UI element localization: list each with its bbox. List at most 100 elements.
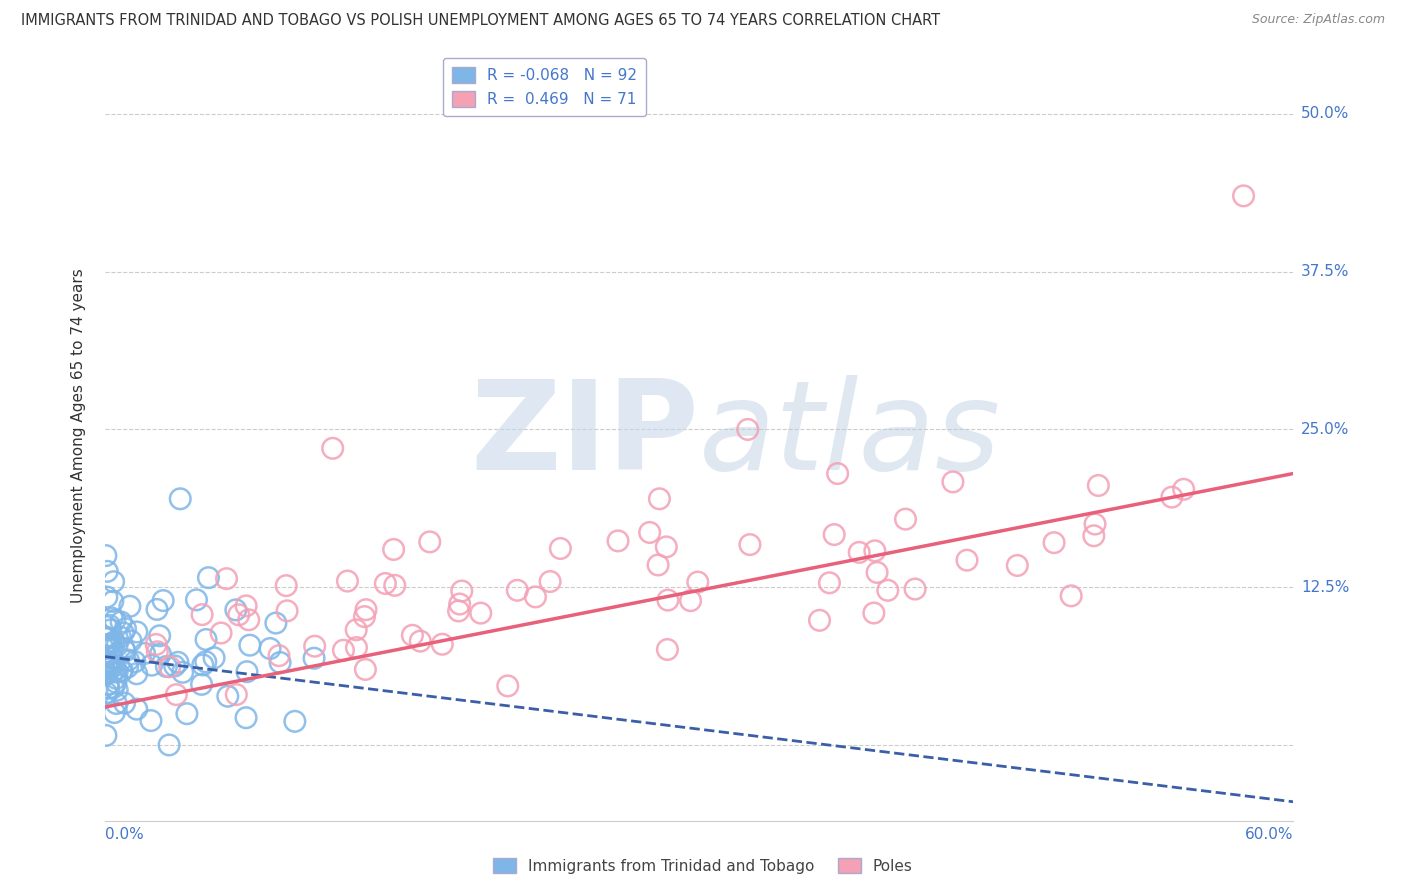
- Text: ZIP: ZIP: [470, 376, 699, 496]
- Point: [146, 602, 169, 616]
- Point: [382, 542, 405, 557]
- Point: [96, 619, 118, 633]
- Point: [134, 647, 156, 661]
- Point: [276, 604, 298, 618]
- Point: [496, 679, 519, 693]
- Point: [96, 590, 118, 604]
- Point: [384, 578, 406, 592]
- Point: [104, 663, 127, 677]
- Legend: Immigrants from Trinidad and Tobago, Poles: Immigrants from Trinidad and Tobago, Pol…: [486, 852, 920, 880]
- Text: 50.0%: 50.0%: [1301, 106, 1350, 121]
- Point: [101, 660, 124, 674]
- Point: [235, 599, 257, 613]
- Point: [141, 658, 163, 673]
- Point: [1007, 558, 1029, 573]
- Point: [103, 574, 125, 589]
- Point: [322, 442, 344, 456]
- Point: [197, 571, 219, 585]
- Point: [125, 702, 148, 716]
- Point: [607, 533, 630, 548]
- Point: [470, 606, 492, 620]
- Point: [96, 685, 118, 699]
- Point: [1084, 516, 1107, 531]
- Point: [94, 665, 117, 680]
- Y-axis label: Unemployment Among Ages 65 to 74 years: Unemployment Among Ages 65 to 74 years: [72, 268, 86, 603]
- Point: [97, 677, 120, 691]
- Text: 60.0%: 60.0%: [1244, 827, 1294, 842]
- Point: [176, 706, 198, 721]
- Point: [648, 491, 671, 506]
- Point: [447, 604, 470, 618]
- Point: [686, 575, 709, 590]
- Point: [269, 656, 291, 670]
- Point: [827, 467, 849, 481]
- Point: [190, 677, 212, 691]
- Point: [101, 651, 124, 665]
- Point: [191, 607, 214, 622]
- Point: [304, 639, 326, 653]
- Point: [94, 728, 117, 742]
- Point: [374, 576, 396, 591]
- Point: [1160, 490, 1182, 504]
- Point: [104, 675, 127, 690]
- Point: [165, 688, 187, 702]
- Point: [101, 594, 124, 608]
- Point: [894, 512, 917, 526]
- Point: [111, 664, 134, 678]
- Text: Source: ZipAtlas.com: Source: ZipAtlas.com: [1251, 13, 1385, 27]
- Point: [524, 590, 547, 604]
- Text: 37.5%: 37.5%: [1301, 264, 1350, 279]
- Point: [942, 475, 965, 489]
- Point: [1232, 189, 1254, 203]
- Point: [276, 579, 298, 593]
- Point: [217, 690, 239, 704]
- Text: IMMIGRANTS FROM TRINIDAD AND TOBAGO VS POLISH UNEMPLOYMENT AMONG AGES 65 TO 74 Y: IMMIGRANTS FROM TRINIDAD AND TOBAGO VS P…: [21, 13, 941, 29]
- Point: [432, 637, 454, 651]
- Point: [538, 574, 561, 589]
- Point: [657, 642, 679, 657]
- Point: [105, 665, 128, 680]
- Point: [155, 659, 177, 673]
- Point: [94, 630, 117, 644]
- Point: [94, 648, 117, 663]
- Point: [105, 671, 128, 685]
- Point: [101, 641, 124, 656]
- Point: [284, 714, 307, 729]
- Point: [97, 658, 120, 673]
- Point: [354, 602, 377, 616]
- Point: [332, 643, 354, 657]
- Point: [96, 655, 118, 669]
- Point: [163, 659, 186, 673]
- Point: [506, 583, 529, 598]
- Point: [264, 615, 287, 630]
- Point: [117, 660, 139, 674]
- Point: [302, 651, 325, 665]
- Point: [105, 683, 128, 698]
- Point: [808, 613, 831, 627]
- Point: [110, 615, 132, 629]
- Point: [112, 641, 135, 656]
- Point: [238, 613, 260, 627]
- Point: [110, 665, 132, 679]
- Point: [956, 553, 979, 567]
- Point: [209, 626, 232, 640]
- Point: [105, 639, 128, 653]
- Point: [172, 665, 194, 680]
- Text: 0.0%: 0.0%: [105, 827, 143, 842]
- Point: [103, 635, 125, 649]
- Point: [100, 655, 122, 669]
- Point: [104, 613, 127, 627]
- Point: [139, 714, 162, 728]
- Point: [259, 641, 281, 656]
- Point: [101, 664, 124, 678]
- Point: [225, 688, 247, 702]
- Point: [354, 662, 377, 676]
- Point: [236, 665, 259, 679]
- Point: [98, 637, 121, 651]
- Point: [100, 623, 122, 637]
- Point: [419, 535, 441, 549]
- Point: [125, 666, 148, 681]
- Point: [346, 640, 368, 655]
- Point: [101, 611, 124, 625]
- Point: [657, 593, 679, 607]
